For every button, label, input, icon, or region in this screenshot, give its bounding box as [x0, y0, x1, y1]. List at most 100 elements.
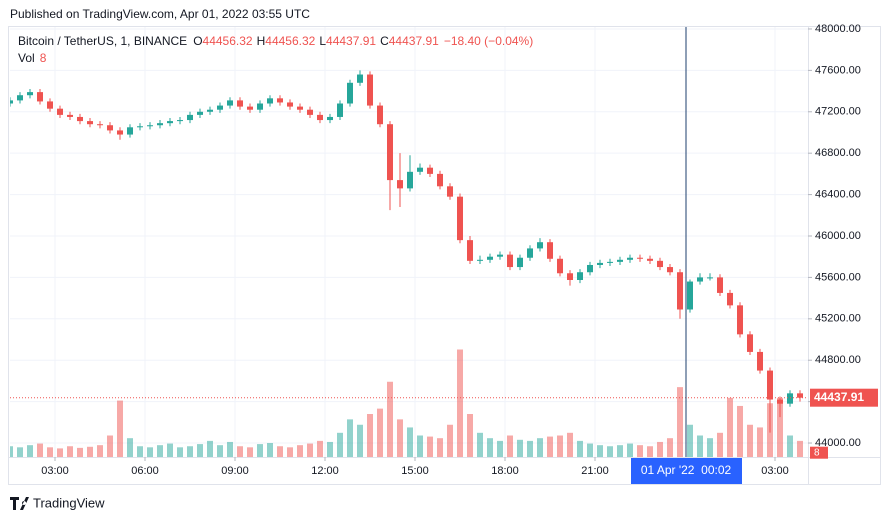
candle-body	[347, 82, 353, 104]
legend-ohlc-value: 44456.32	[265, 34, 315, 48]
candle-body	[427, 167, 433, 174]
candle-body	[707, 277, 713, 279]
candle-body	[77, 116, 83, 122]
volume-bar	[427, 436, 433, 457]
candle-body	[407, 171, 413, 189]
candle-body	[677, 272, 683, 310]
candle-body	[197, 111, 203, 115]
candle-body	[237, 100, 243, 107]
volume-bar	[707, 438, 713, 457]
candle-body	[287, 102, 293, 107]
x-tick-label: 15:00	[401, 465, 429, 477]
volume-bar	[747, 424, 753, 457]
volume-bar	[227, 441, 233, 457]
volume-bar	[627, 443, 633, 457]
volume-bar	[557, 435, 563, 457]
candle-body	[547, 242, 553, 259]
volume-bar	[537, 438, 543, 457]
y-tick-label: 45200.00	[815, 313, 861, 325]
volume-bar	[37, 443, 43, 457]
legend-ohlc-label: C	[380, 34, 389, 48]
volume-bar	[187, 446, 193, 457]
candle-body	[10, 100, 13, 104]
volume-bar	[637, 445, 643, 457]
legend-ohlc-label: H	[257, 34, 266, 48]
volume-bar	[147, 447, 153, 457]
candle-body	[457, 196, 463, 241]
candle-body	[727, 292, 733, 306]
volume-bar	[117, 400, 123, 457]
legend-ohlc-label: O	[193, 34, 202, 48]
legend-ohlc-value: 44437.91	[326, 34, 376, 48]
candle-body	[107, 125, 113, 131]
volume-bar	[317, 440, 323, 457]
volume-bar	[447, 424, 453, 457]
volume-bar	[397, 419, 403, 457]
volume-bar	[297, 445, 303, 457]
y-tick-label: 44800.00	[815, 354, 861, 366]
legend-volume-label: Vol	[18, 51, 35, 65]
crosshair-time-label: 01 Apr '22 00:02	[641, 463, 732, 477]
candle-body	[277, 98, 283, 103]
candle-body	[577, 272, 583, 280]
volume-bar	[257, 444, 263, 457]
last-price-badge	[810, 388, 878, 407]
volume-bar	[57, 448, 63, 457]
candle-body	[597, 262, 603, 265]
volume-bar	[657, 441, 663, 457]
candle-body	[327, 116, 333, 121]
volume-bar	[87, 446, 93, 457]
candle-body	[447, 186, 453, 197]
candle-body	[537, 242, 543, 249]
y-tick-label: 47600.00	[815, 64, 861, 76]
y-tick-label: 46400.00	[815, 188, 861, 200]
candle-body	[697, 277, 703, 282]
volume-bar	[467, 414, 473, 457]
candle-body	[247, 106, 253, 110]
volume-bar	[307, 443, 313, 457]
volume-bar	[27, 445, 33, 457]
candle-body	[747, 334, 753, 352]
candle-body	[467, 240, 473, 261]
volume-legend: Vol 8	[18, 51, 47, 65]
volume-bar	[167, 443, 173, 457]
volume-layer	[10, 349, 803, 457]
candle-body	[267, 98, 273, 104]
volume-bar	[757, 427, 763, 457]
volume-bar	[337, 432, 343, 457]
y-tick-label: 47200.00	[815, 106, 861, 118]
candle-body	[737, 305, 743, 335]
volume-bar	[407, 427, 413, 457]
candle-body	[487, 256, 493, 260]
candle-body	[767, 370, 773, 400]
volume-bar	[277, 446, 283, 457]
candle-body	[217, 105, 223, 110]
legend-ohlc-value: 44456.32	[203, 34, 253, 48]
volume-bar	[597, 445, 603, 457]
volume-bar	[67, 446, 73, 457]
volume-bar	[797, 440, 803, 457]
candle-body	[377, 105, 383, 125]
volume-bar	[77, 447, 83, 457]
candle-body	[27, 92, 33, 96]
footer-logo	[10, 497, 29, 510]
volume-bar	[217, 445, 223, 457]
volume-bar	[787, 435, 793, 457]
y-tick-label: 45600.00	[815, 271, 861, 283]
volume-bar	[507, 435, 513, 457]
candle-body	[587, 264, 593, 273]
crosshair-time-badge	[631, 458, 742, 484]
candle-body	[67, 114, 73, 117]
volume-bar	[137, 446, 143, 457]
candle-body	[187, 114, 193, 121]
volume-bar	[477, 432, 483, 457]
volume-bar	[497, 440, 503, 457]
candle-body	[397, 180, 403, 189]
candle-body	[777, 399, 783, 404]
y-tick-label: 46000.00	[815, 230, 861, 242]
last-price-label: 44437.91	[814, 390, 864, 404]
candle-body	[297, 106, 303, 110]
volume-bar	[667, 438, 673, 457]
overlay: 44437.91 8 01 Apr '22 00:02	[10, 27, 878, 484]
